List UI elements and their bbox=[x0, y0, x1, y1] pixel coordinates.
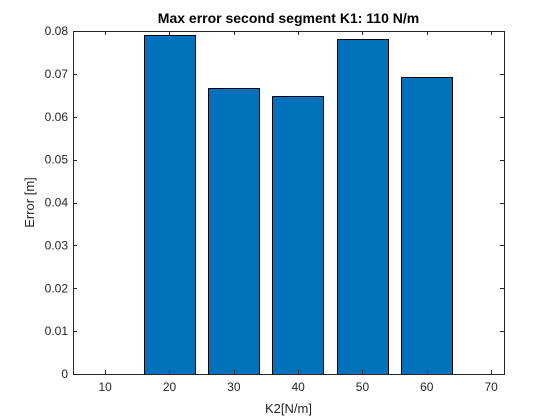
x-axis-label: K2[N/m] bbox=[265, 401, 312, 416]
y-tick-label: 0.02 bbox=[45, 281, 69, 295]
y-tick-label: 0.07 bbox=[45, 67, 69, 81]
x-tick-label: 20 bbox=[163, 380, 177, 394]
y-tick-label: 0.06 bbox=[45, 110, 69, 124]
y-tick-label: 0.05 bbox=[45, 153, 69, 167]
x-tick-label: 30 bbox=[227, 380, 241, 394]
bar-k2-60 bbox=[401, 77, 453, 375]
bar-k2-40 bbox=[272, 96, 324, 375]
y-axis-label: Error [m] bbox=[22, 177, 37, 228]
y-tick-label: 0.03 bbox=[45, 238, 69, 252]
y-tick-label: 0 bbox=[61, 367, 68, 381]
bars-group bbox=[144, 35, 453, 375]
x-tick-label: 40 bbox=[291, 380, 305, 394]
x-tick-label: 10 bbox=[98, 380, 112, 394]
x-axis-ticks: 10 20 30 40 50 60 70 bbox=[98, 31, 498, 394]
x-tick-label: 60 bbox=[420, 380, 434, 394]
y-axis-ticks: 0 0.01 0.02 0.03 0.04 0.05 0.06 0.07 0.08 bbox=[45, 24, 504, 381]
x-tick-label: 70 bbox=[484, 380, 498, 394]
bar-k2-30 bbox=[208, 88, 260, 375]
y-tick-label: 0.08 bbox=[45, 24, 69, 38]
x-tick-label: 50 bbox=[356, 380, 370, 394]
y-tick-label: 0.04 bbox=[45, 196, 69, 210]
chart-title: Max error second segment K1: 110 N/m bbox=[158, 10, 419, 26]
bar-k2-50 bbox=[337, 39, 389, 375]
y-tick-label: 0.01 bbox=[45, 324, 69, 338]
bar-k2-20 bbox=[144, 35, 196, 375]
